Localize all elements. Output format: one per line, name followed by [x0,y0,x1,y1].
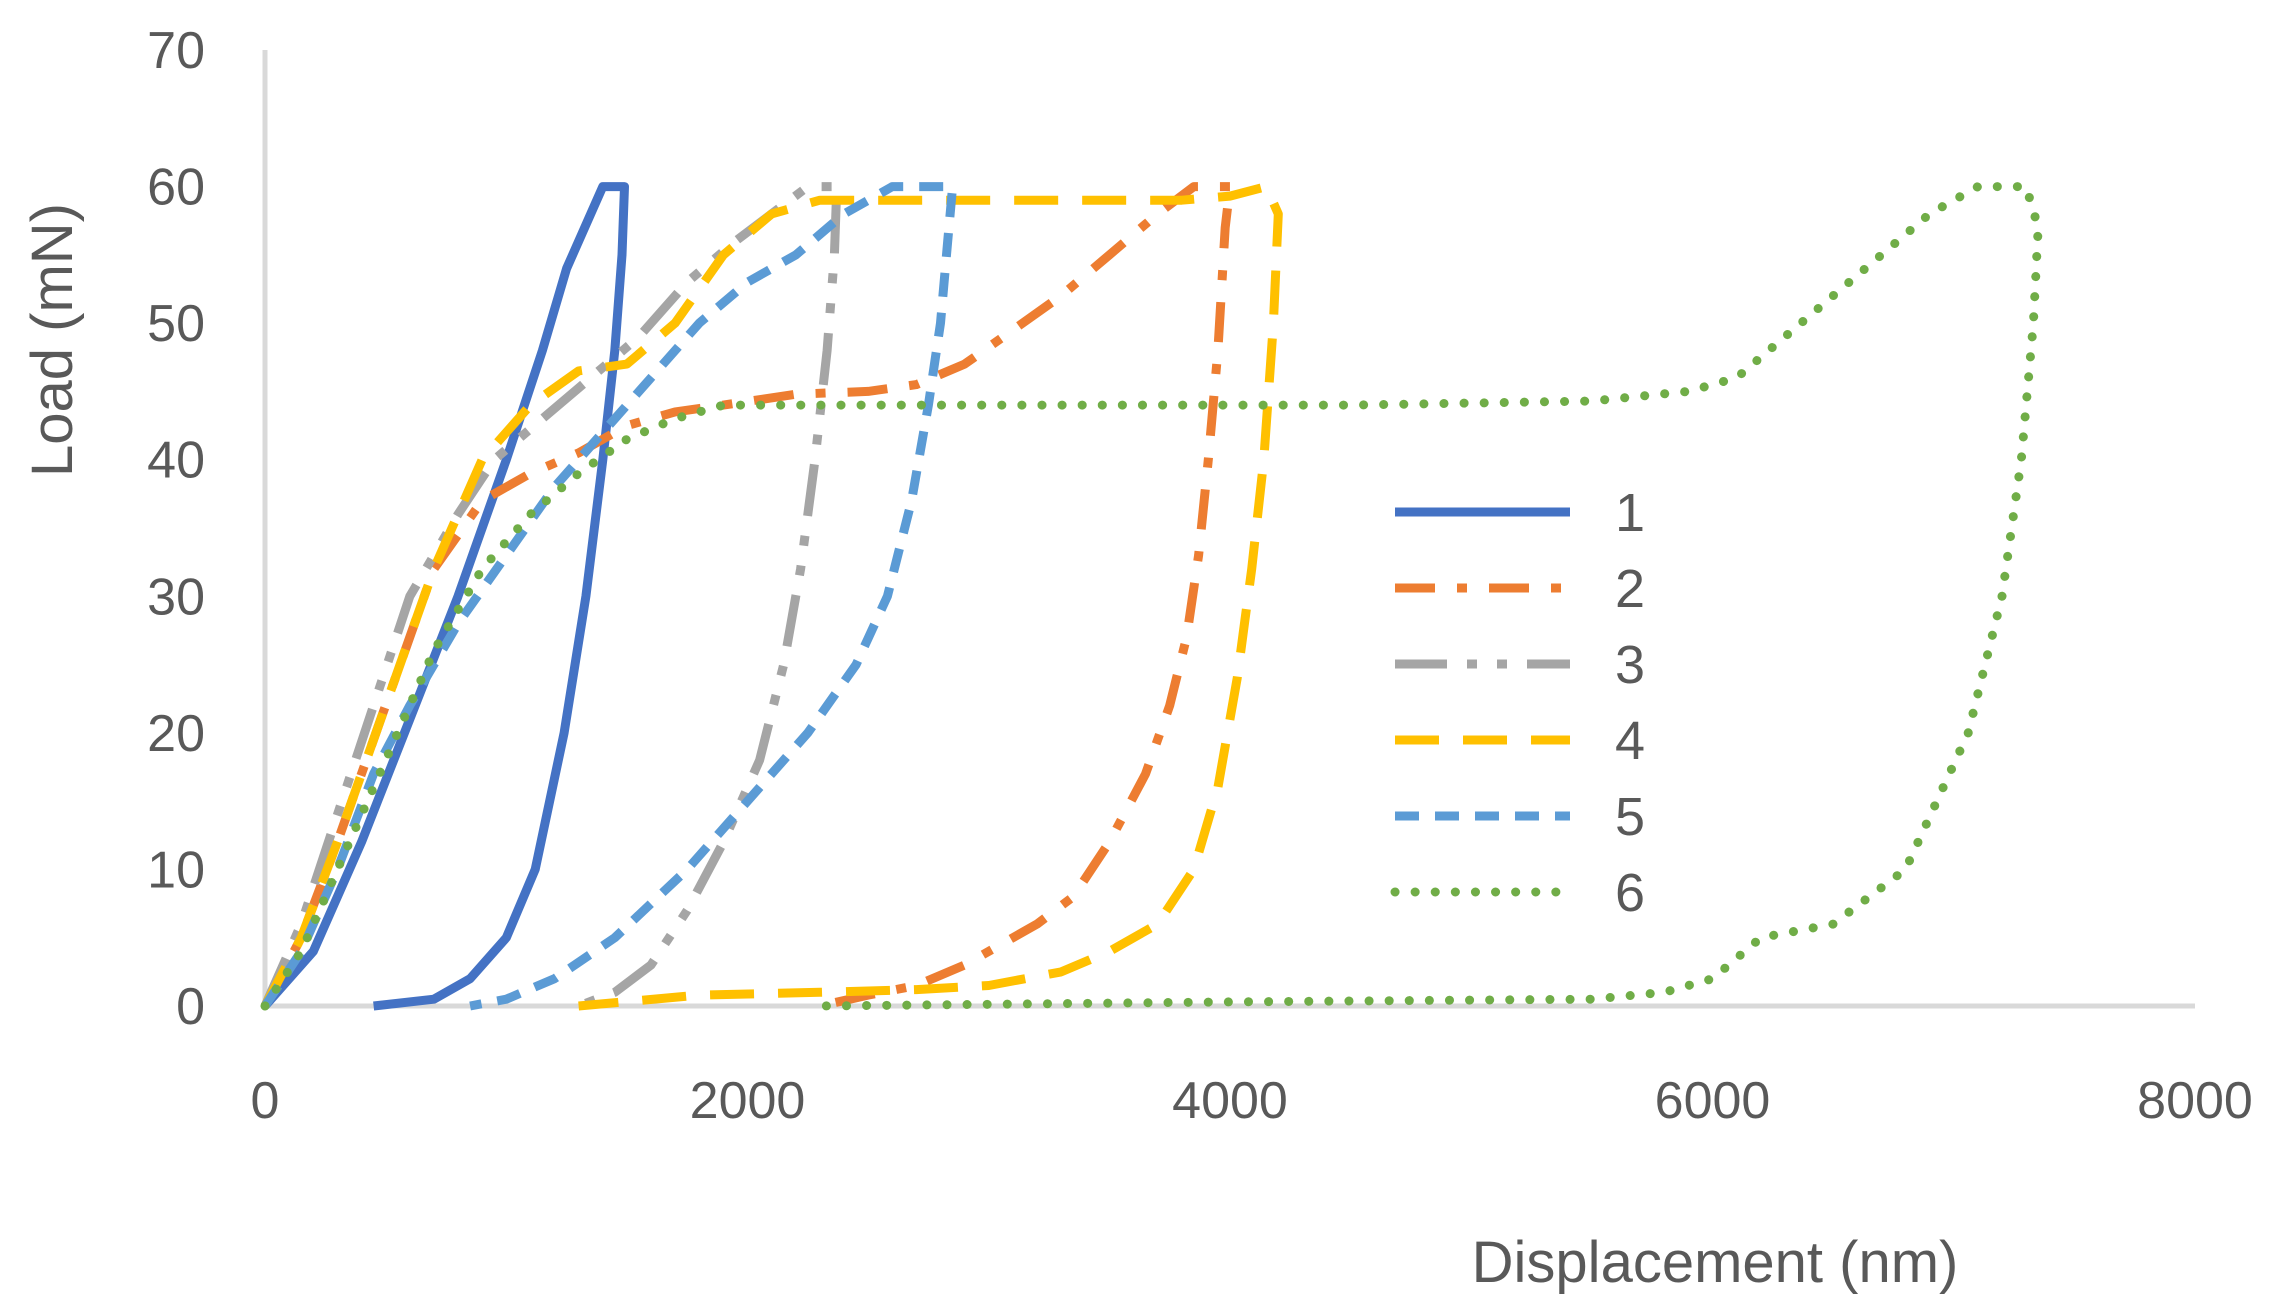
legend-label-6: 6 [1615,863,1645,923]
x-tick-label: 8000 [2137,1072,2253,1130]
y-tick-labels: 0 10 20 30 40 50 60 70 [147,22,205,1036]
legend-label-4: 4 [1615,711,1645,771]
x-tick-label: 6000 [1655,1072,1771,1130]
series-line-3 [260,182,842,1011]
legend-label-2: 2 [1615,559,1645,619]
legend-label-3: 3 [1615,635,1645,695]
y-tick-label: 40 [147,432,205,490]
y-tick-label: 30 [147,568,205,626]
x-tick-label: 4000 [1172,1072,1288,1130]
series-layer [260,182,2043,1011]
x-tick-label: 0 [251,1072,280,1130]
x-axis-title: Displacement (nm) [1472,1230,1959,1295]
y-tick-label: 20 [147,705,205,763]
y-tick-label: 60 [147,159,205,217]
y-tick-label: 10 [147,841,205,899]
y-tick-label: 70 [147,22,205,80]
series-line-2 [261,182,1235,1011]
y-tick-label: 0 [176,978,205,1036]
legend-label-5: 5 [1615,787,1645,847]
plot-area [260,50,2195,1011]
x-tick-labels: 0 2000 4000 6000 8000 [251,1072,2253,1130]
series-line-4 [261,182,1283,1011]
x-tick-label: 2000 [690,1072,806,1130]
legend: 1 2 3 4 5 6 [1390,483,1645,923]
legend-label-1: 1 [1615,483,1645,543]
series-line-5 [261,182,958,1011]
y-tick-label: 50 [147,295,205,353]
y-axis-title: Load (mN) [20,203,85,477]
